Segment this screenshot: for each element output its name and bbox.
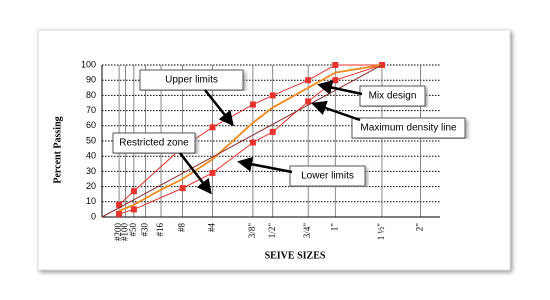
series-line	[101, 64, 383, 218]
callout-box	[359, 85, 426, 107]
point	[269, 128, 276, 135]
callout-text: Mix design	[369, 91, 417, 102]
y-tick-label: 0	[91, 211, 96, 221]
callout-box	[289, 165, 366, 187]
y-tick-label: 100	[81, 59, 96, 69]
point	[130, 206, 137, 213]
point	[209, 124, 216, 131]
x-tick-label: #16	[155, 223, 165, 237]
callout-text: Restricted zone	[119, 138, 189, 149]
x-tick-label: #200	[113, 223, 123, 242]
y-tick-label: 30	[86, 166, 96, 176]
x-tick-label: 2"	[415, 223, 425, 232]
callout-box	[351, 117, 466, 139]
callout-arrow	[204, 89, 234, 127]
y-tick-label: 10	[86, 196, 96, 206]
point	[116, 201, 123, 208]
x-tick-label: #100	[119, 223, 129, 242]
callout-text: Upper limits	[165, 75, 218, 86]
point	[305, 77, 312, 84]
x-tick-label: #50	[128, 223, 138, 237]
y-tick-label: 60	[86, 120, 96, 130]
point	[116, 210, 123, 217]
y-tick-label: 80	[86, 90, 96, 100]
y-tick-label: 90	[86, 75, 96, 85]
x-axis-title: SEIVE SIZES	[265, 250, 326, 261]
point	[249, 139, 256, 146]
x-tick-label: 1/2"	[267, 223, 277, 239]
x-tick-label: 3/4"	[302, 223, 312, 239]
point	[332, 62, 339, 68]
y-tick-label: 20	[86, 181, 96, 191]
x-tick-label: 3/8"	[247, 223, 257, 239]
x-tick-label: #30	[140, 223, 150, 237]
point	[130, 188, 137, 195]
callout-text: Maximum density line	[360, 123, 457, 134]
x-tick-label: 1 ½"	[376, 223, 386, 241]
y-tick-label: 40	[86, 151, 96, 161]
callout-arrow	[311, 100, 361, 122]
y-tick-label: 70	[86, 105, 96, 115]
x-tick-label: #4	[207, 223, 217, 233]
callout-arrow	[179, 152, 212, 195]
point	[249, 101, 256, 108]
callout-arrow	[317, 80, 363, 96]
y-axis-title: Percent Passing	[52, 116, 63, 183]
point	[209, 169, 216, 176]
point	[269, 92, 276, 99]
callout-box	[139, 69, 244, 91]
point	[332, 77, 339, 84]
x-tick-label: #8	[177, 223, 187, 233]
y-tick-label: 50	[86, 135, 96, 145]
x-tick-label: 1"	[329, 223, 339, 232]
point	[179, 185, 186, 192]
callout-arrow	[237, 156, 293, 174]
callout-text: Lower limits	[301, 171, 354, 182]
point	[305, 98, 312, 105]
callout-box	[112, 132, 196, 154]
